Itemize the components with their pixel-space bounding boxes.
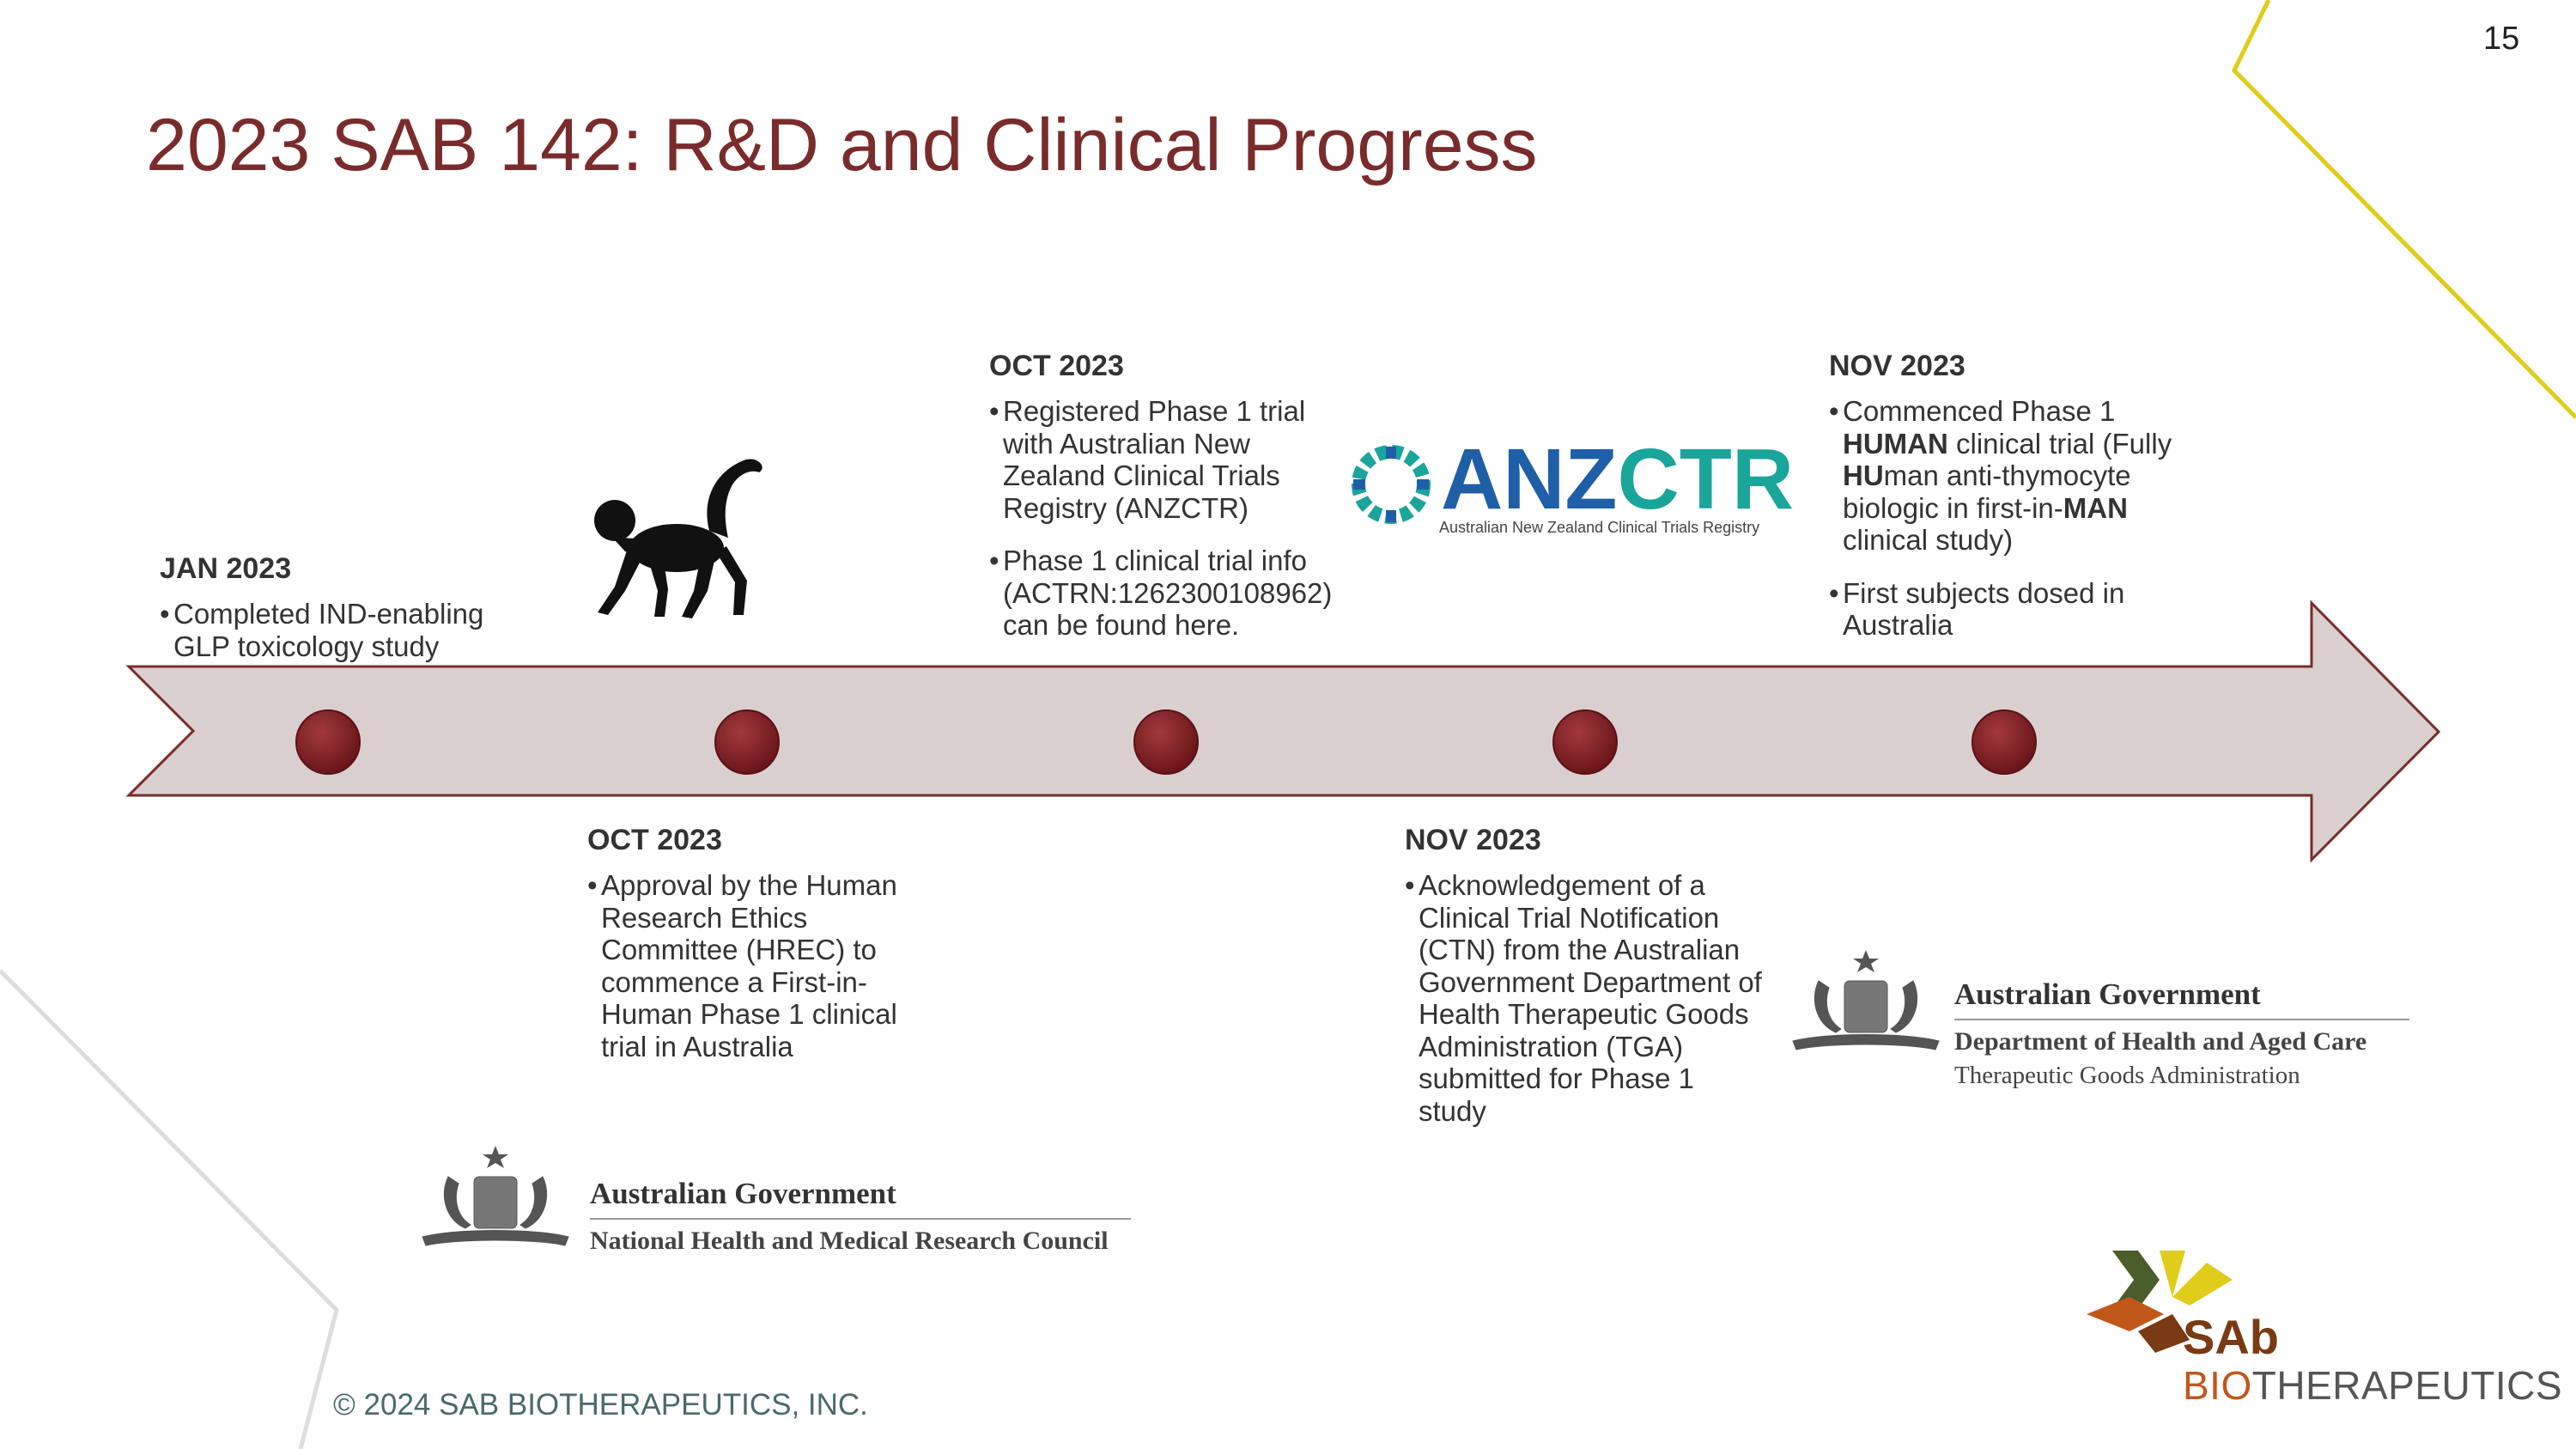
- page-title: 2023 SAB 142: R&D and Clinical Progress: [146, 104, 1538, 186]
- timeline-marker-3: [1133, 709, 1199, 775]
- event-date: NOV 2023: [1405, 824, 1541, 856]
- event-bullet-rich: Commenced Phase 1 HUMAN clinical trial (…: [1829, 395, 2207, 557]
- coat-of-arms-icon: [422, 1146, 569, 1246]
- timeline-event-nov-2023-commenced: NOV 2023 Commenced Phase 1 HUMAN clinica…: [1829, 349, 2207, 642]
- logo-divider: [1954, 1019, 2409, 1020]
- timeline-marker-4: [1552, 709, 1618, 775]
- event-date: OCT 2023: [587, 824, 722, 856]
- timeline-marker-1: [295, 709, 361, 775]
- monkey-icon: [594, 459, 762, 618]
- tga-line3: Therapeutic Goods Administration: [1954, 1062, 2300, 1089]
- anzctr-logo: ANZCTR Australian New Zealand Clinical T…: [1348, 436, 1794, 539]
- coat-of-arms-icon: [1792, 950, 1940, 1050]
- event-bullet: First subjects dosed in Australia: [1829, 577, 2207, 642]
- event-bullet: Registered Phase 1 trial with Australian…: [989, 395, 1350, 524]
- nhmrc-logo: Australian Government National Health an…: [414, 1142, 1135, 1271]
- event-date: JAN 2023: [160, 552, 292, 585]
- timeline-event-oct-2023-anzctr: OCT 2023 Registered Phase 1 trial with A…: [989, 349, 1350, 642]
- anzctr-wordmark-anz: ANZ: [1441, 431, 1618, 527]
- timeline-event-jan-2023: JAN 2023 Completed IND-enabling GLP toxi…: [160, 551, 538, 662]
- anzctr-wordmark-ctr: CTR: [1617, 431, 1795, 527]
- nhmrc-line2: National Health and Medical Research Cou…: [590, 1227, 1109, 1255]
- timeline-event-oct-2023-hrec: OCT 2023 Approval by the Human Research …: [587, 823, 931, 1062]
- page-number: 15: [2483, 21, 2520, 57]
- gray-accent-line: [0, 969, 339, 1449]
- event-bullet: Phase 1 clinical trial info (ACTRN:12623…: [989, 545, 1350, 642]
- timeline-marker-5: [1971, 709, 2037, 775]
- timeline-arrow-shape: [125, 600, 2441, 863]
- sab-logo: SAb BIOTHERAPEUTICS: [2078, 1245, 2562, 1409]
- event-date: OCT 2023: [989, 350, 1124, 382]
- timeline-marker-2: [714, 709, 780, 775]
- nhmrc-line1: Australian Government: [590, 1177, 896, 1210]
- tga-line1: Australian Government: [1954, 977, 2261, 1011]
- event-bullet: Approval by the Human Research Ethics Co…: [587, 869, 931, 1062]
- event-date: NOV 2023: [1829, 350, 1965, 382]
- yellow-accent-line: [2231, 0, 2576, 419]
- footer-copyright: © 2024 SAB BIOTHERAPEUTICS, INC.: [333, 1388, 868, 1422]
- tga-logo: Australian Government Department of Heal…: [1784, 947, 2420, 1101]
- tga-line2: Department of Health and Aged Care: [1954, 1027, 2367, 1056]
- anzctr-tagline: Australian New Zealand Clinical Trials R…: [1439, 519, 1760, 536]
- logo-divider: [590, 1218, 1131, 1220]
- sab-word-bio: BIO: [2183, 1363, 2252, 1408]
- sab-mark-text: SAb: [2183, 1310, 2279, 1364]
- anzctr-emblem-icon: [1352, 445, 1431, 524]
- event-bullet: Acknowledgement of a Clinical Trial Noti…: [1405, 869, 1765, 1127]
- timeline-event-nov-2023-ctn: NOV 2023 Acknowledgement of a Clinical T…: [1405, 823, 1765, 1127]
- event-bullet: Completed IND-enabling GLP toxicology st…: [160, 598, 538, 662]
- sab-word-therapeutics: THERAPEUTICS: [2251, 1363, 2563, 1408]
- sab-mark-icon: [2087, 1251, 2233, 1353]
